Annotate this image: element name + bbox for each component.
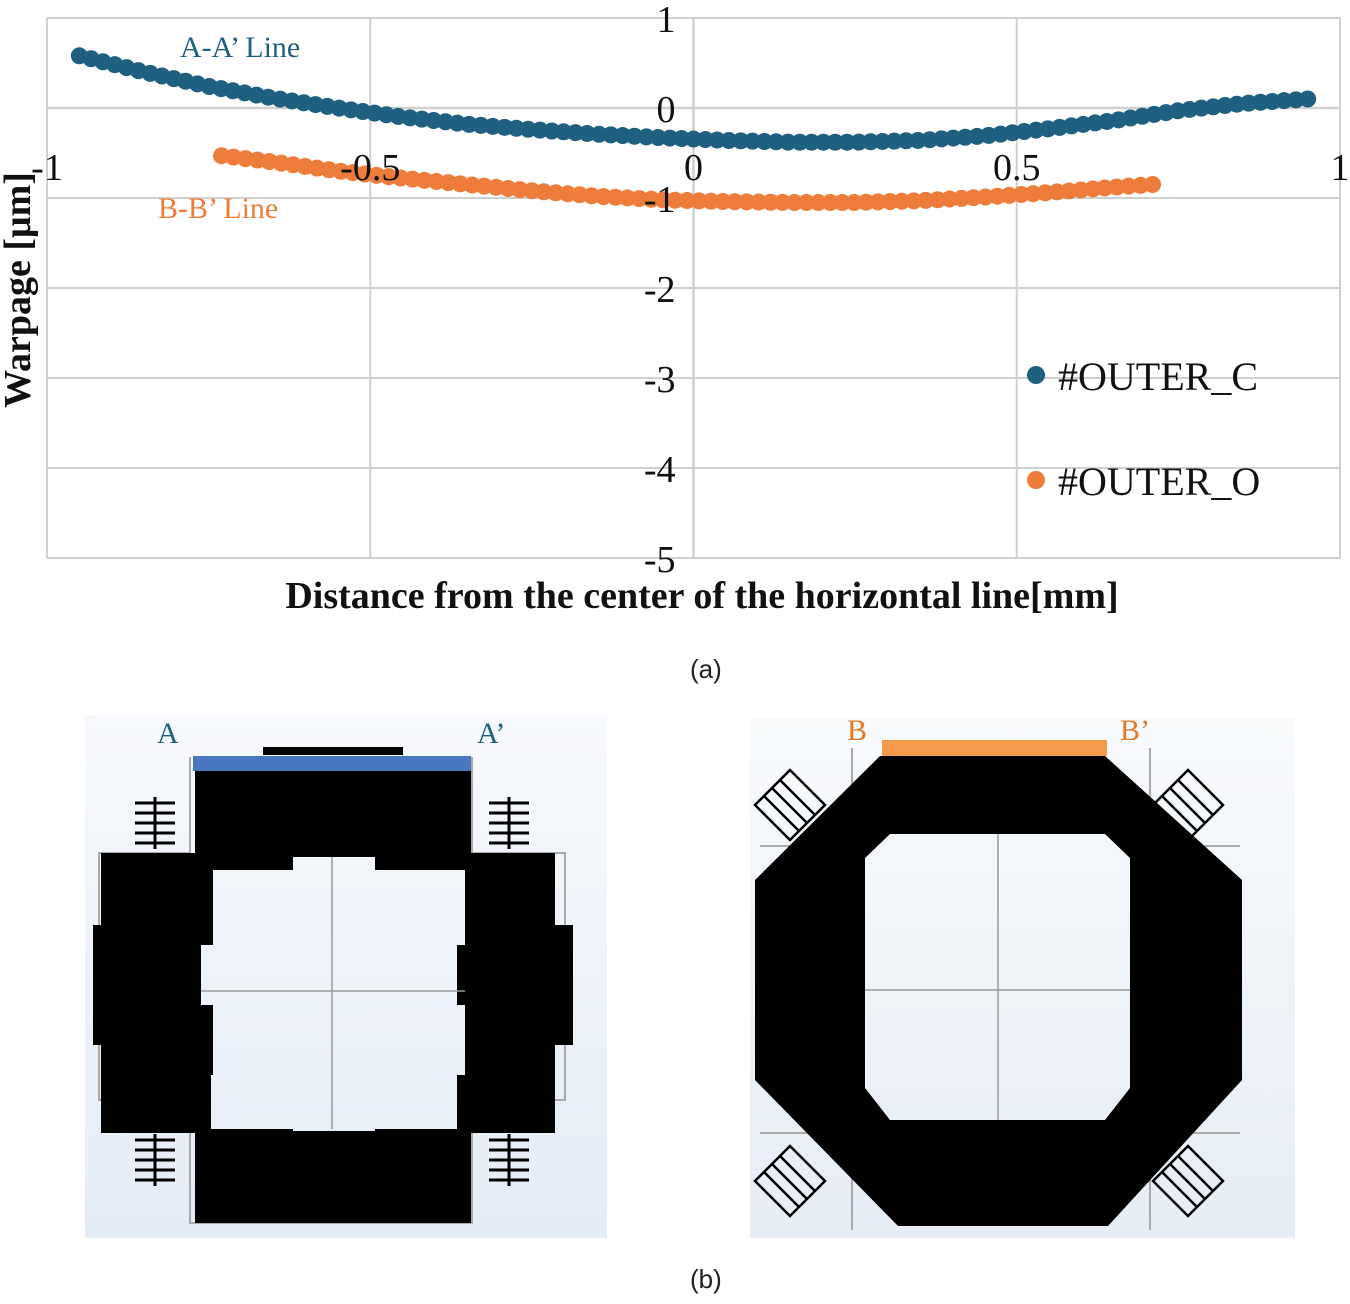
legend-label-outer-c: #OUTER_C — [1058, 354, 1258, 399]
series-label-aa-line: A-A’ Line — [180, 31, 300, 64]
data-point — [869, 193, 887, 211]
caption-a: (a) — [690, 654, 722, 684]
label-a-start: A — [157, 717, 179, 750]
data-point — [881, 193, 899, 211]
warpage-chart: 10-1-2-3-4-5-1 -0.5 0 0.5 1 A-A’ Line B-B’ L… — [0, 0, 1350, 617]
outer-o-layout-drawing: B B’ — [750, 718, 1295, 1238]
data-point — [862, 133, 880, 151]
legend-marker-outer-o — [1027, 471, 1045, 489]
data-point — [1144, 176, 1162, 193]
y-tick-label: -4 — [644, 449, 676, 491]
data-point — [797, 194, 815, 211]
data-point — [690, 192, 708, 210]
chart-points — [70, 47, 1317, 211]
data-point — [809, 194, 827, 211]
data-point — [785, 194, 803, 211]
data-point — [732, 132, 750, 150]
data-point — [767, 133, 785, 151]
data-point — [893, 192, 911, 210]
data-point — [885, 132, 903, 150]
data-point — [821, 194, 839, 211]
y-tick-label: 0 — [657, 89, 676, 131]
data-point — [850, 133, 868, 151]
data-point — [720, 131, 738, 149]
x-tick-label: 0.5 — [993, 147, 1041, 189]
x-axis-label: Distance from the center of the horizont… — [285, 575, 1118, 617]
legend-label-outer-o: #OUTER_O — [1058, 459, 1260, 504]
data-point — [833, 194, 851, 211]
series-outer-o — [213, 147, 1162, 211]
data-point — [897, 132, 915, 150]
label-b-start: B — [847, 718, 867, 747]
series-label-bb-line: B-B’ Line — [158, 192, 278, 225]
data-point — [702, 192, 720, 210]
x-tick-label: -1 — [31, 147, 63, 189]
legend: #OUTER_C #OUTER_O — [1027, 354, 1260, 504]
panel-outer-c-layout: A A’ — [85, 715, 607, 1238]
y-tick-label: -3 — [644, 359, 676, 401]
legend-marker-outer-c — [1027, 366, 1045, 384]
data-point — [642, 190, 660, 208]
x-tick-label: 0 — [684, 147, 703, 189]
data-point — [714, 193, 732, 211]
caption-b: (b) — [690, 1264, 722, 1294]
label-a-end: A’ — [477, 717, 505, 750]
data-point — [845, 194, 863, 211]
data-point — [755, 132, 773, 150]
data-point — [762, 193, 780, 211]
data-point — [1299, 90, 1317, 108]
outer-c-layout-drawing: A A’ — [85, 715, 607, 1238]
data-point — [726, 193, 744, 211]
data-point — [826, 133, 844, 151]
tick-labels: 10-1-2-3-4-5-1 -0.5 0 0.5 1 — [31, 0, 1349, 581]
panel-outer-o-layout: B B’ — [750, 718, 1295, 1238]
data-point — [750, 193, 768, 211]
x-tick-label: -0.5 — [340, 147, 400, 189]
data-point — [678, 192, 696, 210]
series-outer-c — [70, 47, 1317, 151]
label-b-end: B’ — [1120, 718, 1150, 747]
data-point — [666, 191, 684, 209]
data-point — [654, 191, 672, 209]
bb-measurement-line — [882, 740, 1107, 756]
y-tick-label: -5 — [644, 539, 676, 581]
y-tick-label: -2 — [644, 269, 676, 311]
data-point — [779, 133, 797, 151]
data-point — [774, 193, 792, 211]
data-point — [791, 133, 809, 151]
data-point — [744, 132, 762, 150]
y-tick-label: -1 — [644, 179, 676, 221]
y-tick-label: 1 — [657, 0, 676, 41]
chart-grid — [46, 17, 1341, 559]
data-point — [814, 133, 832, 151]
y-axis-label: Warpage [μm] — [0, 172, 39, 408]
aa-measurement-line — [193, 756, 471, 771]
x-tick-label: 1 — [1331, 147, 1350, 189]
data-point — [905, 192, 923, 210]
data-point — [738, 193, 756, 211]
data-point — [857, 193, 875, 211]
data-point — [838, 133, 856, 151]
data-point — [803, 133, 821, 151]
data-point — [873, 132, 891, 150]
